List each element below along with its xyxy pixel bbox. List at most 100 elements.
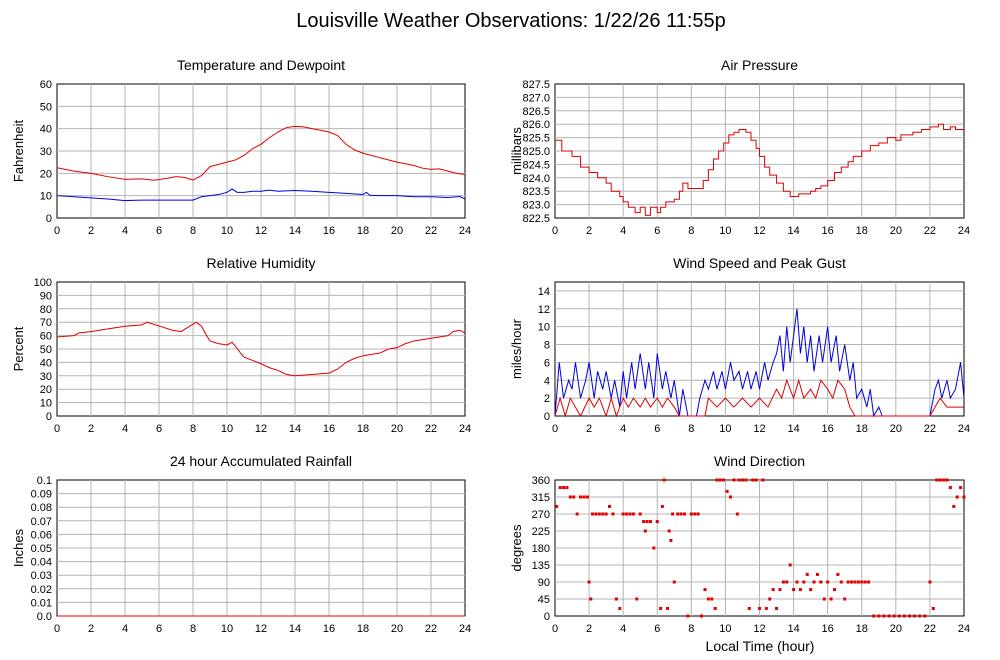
winddir-point [683,512,687,516]
humidity-y-tick-label: 40 [40,357,52,369]
winddir-point [732,478,736,482]
winddir-point [643,529,647,533]
winddir-point [815,572,819,576]
pressure-y-axis-label: millibars [509,127,524,175]
winddir-point [590,512,594,516]
winddir-point [575,512,579,516]
winddir-x-tick-label: 6 [654,623,660,635]
rain-x-tick-label: 12 [255,623,267,635]
humidity-x-tick-label: 24 [459,423,471,435]
winddir-x-tick-label: 0 [552,623,558,635]
humidity-x-tick-label: 2 [88,423,94,435]
humidity-x-tick-label: 22 [425,423,437,435]
winddir-point [805,572,809,576]
rain-y-tick-label: 0.04 [31,557,52,569]
humidity-series-1-line [56,321,466,377]
temp-x-tick-label: 12 [255,225,267,237]
winddir-point [652,546,656,550]
humidity-y-tick-label: 0 [46,411,52,423]
pressure-y-tick-label: 826.0 [522,119,550,131]
pressure-x-tick-label: 0 [552,225,558,237]
winddir-point [795,580,799,584]
humidity-x-tick-label: 8 [190,423,196,435]
temp-y-axis-label: Fahrenheit [11,120,26,183]
pressure-y-tick-label: 822.5 [522,213,550,225]
wind-x-tick-label: 24 [958,423,970,435]
winddir-y-tick-label: 45 [538,594,550,606]
winddir-point [819,580,823,584]
wind-y-tick-label: 8 [544,340,550,352]
temp-x-tick-label: 24 [459,225,471,237]
wind-x-tick-label: 14 [787,423,799,435]
rain-x-tick-label: 22 [425,623,437,635]
winddir-point [618,606,622,610]
temp-x-tick-label: 6 [156,225,162,237]
humidity-x-tick-label: 6 [156,423,162,435]
wind-x-tick-label: 12 [753,423,765,435]
pressure-y-tick-label: 826.5 [522,106,550,118]
winddir-y-tick-label: 135 [532,560,550,572]
winddir-point [938,478,942,482]
winddir-point [572,495,576,499]
winddir-point [942,478,946,482]
winddir-point [558,486,562,490]
winddir-point [737,478,741,482]
pressure-x-tick-label: 6 [654,225,660,237]
wind-y-tick-label: 2 [544,393,550,405]
winddir-point [589,597,593,601]
wind-x-tick-label: 18 [856,423,868,435]
winddir-point [798,588,802,592]
humidity-y-tick-label: 50 [40,344,52,356]
winddir-point [631,512,635,516]
wind-x-tick-label: 6 [654,423,660,435]
winddir-point [778,588,782,592]
winddir-point [562,486,566,490]
rain-y-tick-label: 0.09 [31,489,52,501]
winddir-x-tick-label: 4 [620,623,626,635]
humidity-y-tick-label: 100 [34,277,52,289]
pressure-x-tick-label: 10 [719,225,731,237]
winddir-point [604,512,608,516]
winddir-point [822,597,826,601]
winddir-point [959,486,963,490]
temp-x-tick-label: 18 [357,225,369,237]
humidity-x-tick-label: 14 [289,423,301,435]
winddir-point [679,512,683,516]
winddir-point [853,580,857,584]
winddir-point [802,580,806,584]
rain-y-tick-label: 0.01 [31,597,52,609]
wind-series-2-line [554,378,964,418]
winddir-point [826,580,830,584]
rain-x-tick-label: 24 [459,623,471,635]
winddir-point [608,504,612,508]
humidity-title: Relative Humidity [207,255,316,271]
humidity-y-tick-label: 10 [40,398,52,410]
winddir-point [659,606,663,610]
winddir-y-tick-label: 0 [544,611,550,623]
wind-y-tick-label: 14 [538,286,550,298]
rain-x-tick-label: 8 [190,623,196,635]
winddir-point [642,520,646,524]
pressure-y-tick-label: 824.0 [522,173,550,185]
humidity-y-tick-label: 90 [40,290,52,302]
winddir-point [555,504,559,508]
winddir-y-axis-label: degrees [509,524,524,571]
rain-y-tick-label: 0.1 [37,475,52,487]
wind-y-tick-label: 12 [538,304,550,316]
winddir-x-tick-label: 20 [890,623,902,635]
winddir-point [754,478,758,482]
rain-y-tick-label: 0.05 [31,543,52,555]
temp-y-tick-label: 60 [40,79,52,91]
winddir-point [867,580,871,584]
pressure-y-tick-label: 824.5 [522,159,550,171]
wind-x-tick-label: 20 [890,423,902,435]
pressure-x-tick-label: 14 [787,225,799,237]
rain-x-tick-label: 16 [323,623,335,635]
wind-x-tick-label: 16 [822,423,834,435]
pressure-x-tick-label: 4 [620,225,626,237]
winddir-point [700,614,704,618]
